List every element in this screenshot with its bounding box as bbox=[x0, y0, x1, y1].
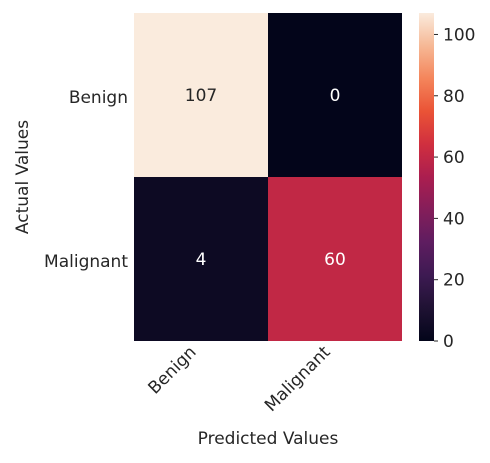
heatmap-cell bbox=[268, 13, 402, 177]
y-axis-label: Actual Values bbox=[13, 120, 33, 234]
colorbar-tick-label: 0 bbox=[443, 332, 454, 352]
heatmap-cell bbox=[134, 13, 268, 177]
cell-value-label: 0 bbox=[330, 86, 341, 106]
colorbar-ticks: 0 20 40 60 80 100 bbox=[434, 25, 475, 352]
x-tick-label: Malignant bbox=[261, 342, 335, 416]
y-tick-label: Benign bbox=[69, 88, 128, 108]
colorbar-tick-label: 100 bbox=[443, 25, 475, 45]
heatmap-cell bbox=[134, 177, 268, 341]
x-tick-label: Benign bbox=[145, 342, 201, 398]
colorbar bbox=[419, 13, 434, 341]
colorbar-tick-label: 60 bbox=[443, 148, 465, 168]
cell-value-label: 107 bbox=[185, 86, 217, 106]
y-tick-labels: Benign Malignant bbox=[44, 88, 128, 272]
heatmap-cell bbox=[268, 177, 402, 341]
cell-value-label: 4 bbox=[196, 250, 207, 270]
x-tick-labels: Benign Malignant bbox=[145, 342, 335, 416]
colorbar-tick-label: 40 bbox=[443, 209, 465, 229]
heatmap-cells: 107 0 4 60 bbox=[134, 13, 402, 341]
cell-value-label: 60 bbox=[324, 250, 346, 270]
x-axis-label: Predicted Values bbox=[198, 429, 339, 449]
y-tick-label: Malignant bbox=[44, 252, 128, 272]
colorbar-tick-label: 80 bbox=[443, 87, 465, 107]
colorbar-tick-label: 20 bbox=[443, 271, 465, 291]
